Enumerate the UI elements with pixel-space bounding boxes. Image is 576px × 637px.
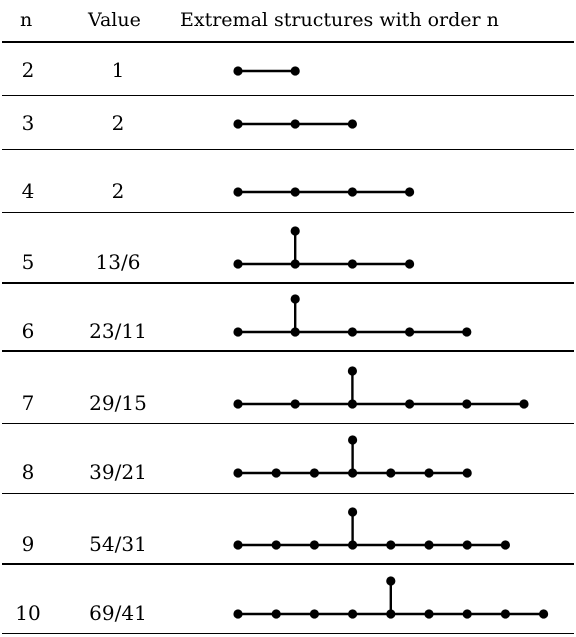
row-value: 1	[111, 58, 125, 82]
vertex	[233, 609, 243, 619]
vertex	[424, 468, 434, 478]
structure-n-6	[233, 294, 472, 337]
vertex	[462, 468, 472, 478]
row-rule	[2, 633, 574, 634]
row-value: 39/21	[89, 460, 147, 484]
vertex	[309, 540, 319, 550]
vertex	[405, 327, 415, 337]
pendant-vertex	[290, 294, 300, 304]
vertex	[290, 119, 300, 129]
structure-n-2	[233, 66, 300, 76]
vertex	[233, 540, 243, 550]
structure-n-9	[233, 507, 510, 550]
pendant-vertex	[347, 366, 357, 376]
vertex	[271, 609, 281, 619]
row-value: 29/15	[89, 391, 147, 415]
structure-n-3	[233, 119, 357, 129]
row-n: 8	[21, 460, 35, 484]
row-n: 9	[21, 532, 35, 556]
row-rule	[2, 563, 574, 565]
row-rule	[2, 149, 574, 150]
vertex	[271, 468, 281, 478]
row-value: 13/6	[95, 250, 141, 274]
vertex	[500, 609, 510, 619]
row-rule	[2, 95, 574, 96]
vertex	[519, 399, 529, 409]
row-rule	[2, 282, 574, 284]
vertex	[462, 327, 472, 337]
vertex	[348, 609, 358, 619]
vertex	[290, 399, 300, 409]
header-value: Value	[88, 9, 141, 31]
structure-n-8	[233, 435, 472, 478]
vertex	[347, 399, 357, 409]
pendant-vertex	[348, 507, 358, 517]
vertex	[500, 540, 510, 550]
row-rule	[2, 350, 574, 352]
vertex	[233, 399, 243, 409]
vertex	[271, 540, 281, 550]
vertex	[462, 399, 472, 409]
vertex	[348, 468, 358, 478]
vertex	[386, 609, 396, 619]
row-n: 2	[21, 58, 35, 82]
vertex	[233, 468, 243, 478]
vertex	[290, 259, 300, 269]
row-n: 3	[21, 111, 35, 135]
vertex	[462, 609, 472, 619]
row-n: 7	[21, 391, 35, 415]
row-n: 10	[15, 601, 41, 625]
vertex	[386, 468, 396, 478]
vertex	[347, 259, 357, 269]
pendant-vertex	[348, 435, 358, 445]
vertex	[386, 540, 396, 550]
pendant-vertex	[290, 226, 300, 236]
vertex	[233, 66, 243, 76]
row-value: 23/11	[89, 319, 147, 343]
structure-n-5	[233, 226, 415, 269]
structure-n-10	[233, 576, 549, 619]
vertex	[424, 609, 434, 619]
header-n: n	[20, 9, 33, 31]
vertex	[290, 327, 300, 337]
vertex	[233, 259, 243, 269]
header-rule	[2, 41, 574, 43]
row-n: 6	[21, 319, 35, 343]
row-rule	[2, 493, 574, 494]
vertex	[309, 609, 319, 619]
row-rule	[2, 212, 574, 213]
vertex	[348, 540, 358, 550]
vertex	[347, 119, 357, 129]
vertex	[424, 540, 434, 550]
vertex	[233, 327, 243, 337]
row-value: 2	[111, 179, 125, 203]
vertex	[290, 187, 300, 197]
vertex	[462, 540, 472, 550]
vertex	[347, 327, 357, 337]
header-structures: Extremal structures with order n	[180, 9, 499, 31]
vertex	[405, 399, 415, 409]
pendant-vertex	[386, 576, 396, 586]
row-n: 5	[21, 250, 35, 274]
vertex	[290, 66, 300, 76]
row-rule	[2, 423, 574, 424]
structure-n-4	[233, 187, 415, 197]
vertex	[309, 468, 319, 478]
row-n: 4	[21, 179, 35, 203]
row-value: 69/41	[89, 601, 147, 625]
vertex	[405, 187, 415, 197]
vertex	[405, 259, 415, 269]
vertex	[233, 119, 243, 129]
row-value: 54/31	[89, 532, 147, 556]
vertex	[233, 187, 243, 197]
row-value: 2	[111, 111, 125, 135]
structure-n-7	[233, 366, 529, 409]
vertex	[347, 187, 357, 197]
vertex	[539, 609, 549, 619]
